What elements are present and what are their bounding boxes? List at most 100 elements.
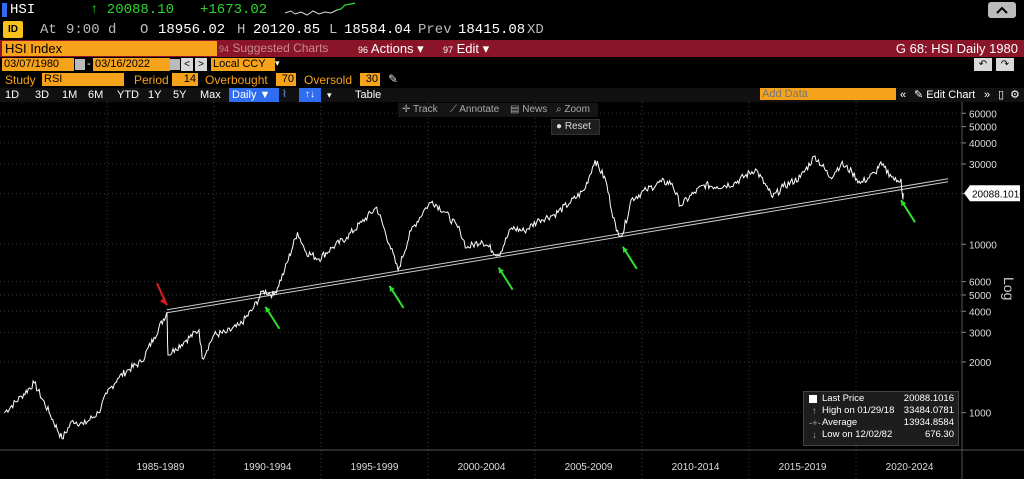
range-button-1y[interactable]: 1Y: [148, 89, 162, 101]
track-tool[interactable]: ✛ Track: [402, 104, 438, 115]
y-tick-label: 2000: [969, 358, 992, 369]
study-select[interactable]: RSI: [42, 73, 124, 86]
settings-icon[interactable]: ⚙: [1010, 89, 1020, 101]
pencil-icon[interactable]: ✎: [388, 72, 399, 86]
overbought-field[interactable]: 70: [276, 73, 296, 86]
red-arrow[interactable]: [156, 282, 168, 306]
bar-type-icon[interactable]: ↑↓: [299, 88, 321, 102]
range-button-5y[interactable]: 5Y: [173, 89, 187, 101]
annotate-tool[interactable]: ⟋ Annotate: [450, 104, 500, 115]
table-button[interactable]: Table: [355, 89, 382, 101]
chevron-down-icon[interactable]: ▾: [327, 90, 332, 100]
collapse-panel-icon[interactable]: «: [900, 89, 907, 101]
xd-flag: XD: [527, 22, 544, 38]
annotation-arrows[interactable]: [156, 199, 916, 330]
y-tick-label: 30000: [969, 160, 997, 171]
last-price-tag-box: [964, 185, 1020, 202]
last-price-tag: 20088.1016: [964, 185, 1024, 202]
last-price-tag-text: 20088.1016: [972, 189, 1024, 200]
chart-toolbar: 1D 3D 1M 6M YTD 1Y 5Y Max Daily ▼ ⌇ ↑↓ ▾ Table …: [0, 88, 1024, 102]
price-series: [3, 155, 904, 440]
time-value: 9:00 d: [66, 22, 117, 38]
y-tick-label: 3000: [969, 328, 992, 339]
quote-line: ID At 9:00 d O 18956.02 H 20120.85 L 185…: [0, 21, 1024, 39]
redo-icon[interactable]: ↷: [996, 58, 1014, 71]
trendline-lower[interactable]: [166, 181, 949, 314]
y-tick-label: 1000: [969, 409, 992, 420]
legend-last-value: 20088.1016: [903, 393, 954, 404]
ticker-bar: HSI ↑ 20088.10 +1673.02: [0, 0, 1024, 20]
x-tick-label: 1995-1999: [351, 462, 399, 473]
currency-select[interactable]: Local CCY: [211, 58, 275, 71]
study-label: Study: [5, 73, 36, 87]
next-period-button[interactable]: >: [195, 58, 207, 71]
period-field[interactable]: 14: [172, 73, 198, 86]
edit-chart-label: Edit Chart: [926, 89, 976, 101]
calendar-icon[interactable]: [170, 59, 180, 70]
suggested-charts-menu[interactable]: 94 Suggested Charts: [219, 41, 352, 56]
green-arrow[interactable]: [264, 306, 281, 330]
overbought-label: Overbought: [205, 73, 268, 87]
green-arrow-head: [265, 306, 271, 313]
green-arrow[interactable]: [388, 285, 405, 309]
y-tick-label: 40000: [969, 139, 997, 150]
oversold-field[interactable]: 30: [360, 73, 380, 86]
range-button-1d[interactable]: 1D: [5, 89, 20, 101]
prev-period-button[interactable]: <: [181, 58, 193, 71]
start-date-field[interactable]: 03/07/1980: [2, 58, 74, 71]
up-icon: ↑: [812, 406, 817, 417]
green-arrow[interactable]: [900, 199, 916, 223]
reset-button[interactable]: ● Reset: [551, 119, 600, 135]
edit-label: Edit: [456, 41, 480, 56]
legend-swatch-icon: [809, 395, 817, 403]
green-arrow[interactable]: [497, 267, 514, 291]
time-label: At: [40, 22, 57, 38]
prev-value: 18415.08: [458, 22, 526, 38]
news-tool[interactable]: ▤ News: [510, 104, 548, 115]
range-button-6m[interactable]: 6M: [88, 89, 104, 101]
id-badge-icon[interactable]: ID: [3, 21, 23, 38]
y-axis: 6000050000400003000020000100006000500040…: [962, 109, 997, 420]
prev-label: Prev: [418, 22, 452, 38]
net-change: +1673.02: [200, 2, 268, 18]
edit-menu[interactable]: 97 Edit ▾: [443, 41, 490, 56]
open-label: O: [140, 22, 149, 38]
frequency-select[interactable]: Daily ▼: [229, 88, 279, 102]
price-line: [3, 155, 904, 440]
trendline[interactable]: [166, 178, 949, 314]
trendline-upper[interactable]: [166, 178, 949, 311]
legend-last-label: Last Price: [822, 393, 865, 404]
range-button-1m[interactable]: 1M: [62, 89, 78, 101]
line-chart-icon[interactable]: ⌇: [282, 89, 287, 100]
calendar-icon[interactable]: [75, 59, 85, 70]
actions-menu[interactable]: 96 Actions ▾: [358, 41, 424, 56]
reset-icon: ●: [556, 121, 563, 132]
range-button-ytd[interactable]: YTD: [117, 89, 139, 101]
range-button-3d[interactable]: 3D: [35, 89, 50, 101]
end-date-field[interactable]: 03/16/2022: [93, 58, 170, 71]
actions-num: 96: [358, 45, 369, 55]
chevron-down-icon[interactable]: ▾: [275, 58, 280, 68]
zoom-tool[interactable]: ⌕ Zoom: [556, 104, 590, 115]
add-data-input[interactable]: [760, 88, 896, 100]
green-arrow-head: [389, 285, 395, 292]
chart-tools: ✛ Track ⟋ Annotate ▤ News ⌕ Zoom: [398, 103, 598, 117]
y-tick-label: 50000: [969, 123, 997, 134]
green-arrow[interactable]: [621, 246, 638, 270]
period-label: Period: [134, 73, 169, 87]
ticker-symbol[interactable]: HSI: [10, 2, 36, 18]
range-button-max[interactable]: Max: [200, 89, 221, 101]
down-icon: ↓: [812, 430, 817, 441]
expand-icon[interactable]: »: [984, 89, 991, 101]
more-icon[interactable]: ▯: [998, 89, 1005, 101]
x-tick-label: 1990-1994: [244, 462, 292, 473]
red-arrow-head: [159, 297, 167, 306]
security-field[interactable]: HSI Index: [2, 41, 217, 56]
track-label: Track: [412, 104, 438, 115]
edit-chart-button[interactable]: ✎ Edit Chart: [914, 89, 976, 101]
green-arrow-head: [622, 246, 629, 253]
undo-icon[interactable]: ↶: [974, 58, 992, 71]
collapse-icon[interactable]: [988, 2, 1016, 18]
y-tick-label: 5000: [969, 291, 992, 302]
legend-avg-value: 13934.8584: [903, 417, 954, 428]
